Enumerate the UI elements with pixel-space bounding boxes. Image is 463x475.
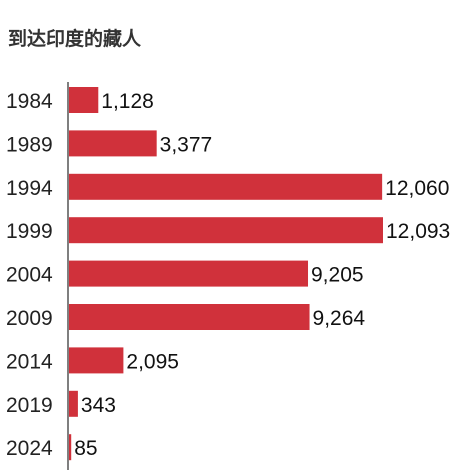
bar-2024 xyxy=(69,434,72,461)
value-label-1989: 3,377 xyxy=(160,133,213,156)
bar-1994 xyxy=(69,173,383,200)
value-label-1994: 12,060 xyxy=(385,177,449,200)
bar-1989 xyxy=(69,130,157,157)
value-label-2024: 85 xyxy=(74,437,97,460)
bar-2009 xyxy=(69,304,310,330)
y-tick-label-1989: 1989 xyxy=(6,133,53,156)
value-label-2004: 9,205 xyxy=(311,264,364,287)
bar-1984 xyxy=(69,87,99,113)
y-tick-label-2019: 2019 xyxy=(6,394,53,417)
value-label-2009: 9,264 xyxy=(313,307,366,330)
bar-2004 xyxy=(69,260,309,287)
bar-2014 xyxy=(69,347,124,374)
y-tick-label-1999: 1999 xyxy=(6,220,53,243)
value-label-2014: 2,095 xyxy=(126,350,179,373)
chart-title: 到达印度的藏人 xyxy=(8,28,142,50)
y-tick-label-1984: 1984 xyxy=(6,90,53,113)
y-tick-label-2004: 2004 xyxy=(6,264,53,287)
y-tick-label-2014: 2014 xyxy=(6,350,53,373)
y-tick-label-1994: 1994 xyxy=(6,177,53,200)
value-label-1999: 12,093 xyxy=(386,220,450,243)
bar-1999 xyxy=(69,217,383,244)
bar-2019 xyxy=(69,390,78,417)
y-tick-label-2024: 2024 xyxy=(6,437,53,460)
value-label-2019: 343 xyxy=(81,394,116,417)
y-tick-label-2009: 2009 xyxy=(6,307,53,330)
labels-layer: 1984 1,128 1989 3,377 1994 12,060 1999 12,093 20… xyxy=(6,90,450,460)
bars-layer xyxy=(69,87,383,461)
value-label-1984: 1,128 xyxy=(101,90,154,113)
